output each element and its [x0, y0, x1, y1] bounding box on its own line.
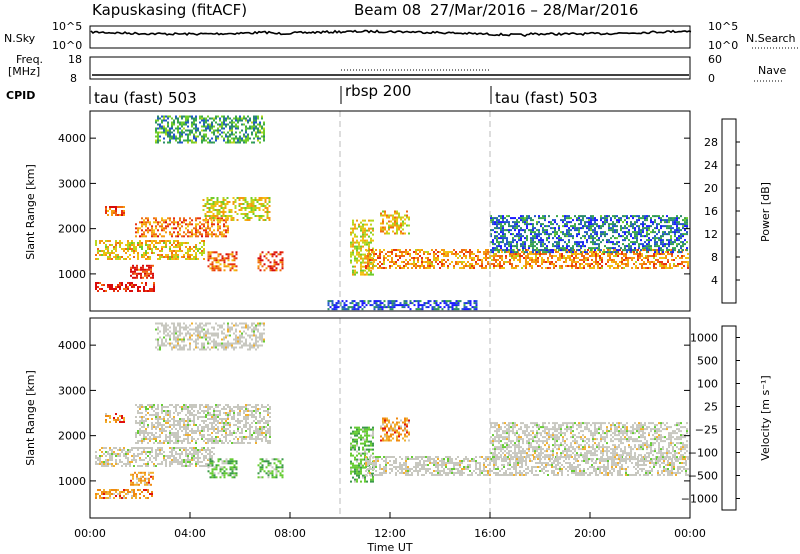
velocity-echo-region	[130, 471, 154, 486]
velocity-colorbar-tick-label: 25	[704, 401, 718, 414]
x-tick-label: 04:00	[174, 527, 206, 540]
x-tick-label: 16:00	[474, 527, 506, 540]
velocity-echo-region	[380, 417, 410, 442]
nave-tick-top: 60	[708, 53, 722, 66]
power-colorbar-tick-label: 8	[711, 251, 718, 264]
freq-tick-bottom: 8	[70, 72, 77, 85]
velocity-y-axis-label: Slant Range [km]	[24, 370, 37, 466]
power-echo-region	[350, 219, 374, 276]
power-heatmap	[95, 111, 689, 311]
beam-label: Beam 08	[354, 1, 421, 19]
nsearch-label: N.Search	[746, 32, 796, 45]
cpid-segment-3: tau (fast) 503	[495, 89, 598, 107]
power-echo-region	[202, 197, 271, 221]
power-echo-region	[135, 217, 229, 238]
y-tick-label: 3000	[58, 384, 86, 397]
velocity-colorbar-tick-label: 500	[697, 355, 718, 368]
nave-label: Nave	[758, 64, 786, 77]
velocity-colorbar-tick-label: −1000	[681, 493, 718, 506]
freq-panel-frame	[89, 56, 691, 80]
power-y-axis-label: Slant Range [km]	[24, 164, 37, 260]
power-echo-region	[95, 282, 155, 292]
y-tick-label: 4000	[58, 339, 86, 352]
power-colorbar-tick-label: 4	[711, 274, 718, 287]
velocity-echo-region	[155, 322, 265, 351]
x-tick-label: 20:00	[574, 527, 606, 540]
power-echo-region	[490, 215, 688, 254]
power-colorbar-tick-label: 24	[704, 159, 718, 172]
power-colorbar-tick-label: 20	[704, 182, 718, 195]
x-axis-label: Time UT	[366, 541, 412, 554]
y-tick-label: 3000	[58, 177, 86, 190]
x-tick-label: 08:00	[274, 527, 306, 540]
nsky-panel-frame	[89, 25, 691, 49]
freq-label: Freq.	[16, 53, 43, 66]
power-colorbar-tick-label: 28	[704, 136, 718, 149]
nsky-trace	[90, 29, 692, 38]
power-echo-region	[130, 264, 154, 279]
date-range: 27/Mar/2016 – 28/Mar/2016	[430, 1, 638, 19]
cpid-label: CPID	[6, 89, 35, 102]
nave-tick-bottom: 0	[708, 72, 715, 85]
y-tick-label: 2000	[58, 430, 86, 443]
nsky-label: N.Sky	[4, 32, 36, 45]
velocity-echo-region	[257, 458, 284, 479]
velocity-colorbar-tick-label: −100	[688, 447, 718, 460]
velocity-echo-region	[105, 413, 125, 423]
nsky-tick-bottom: 10^0	[52, 39, 82, 52]
y-tick-label: 1000	[58, 475, 86, 488]
power-panel-frame	[89, 110, 691, 312]
cpid-segment-1: tau (fast) 503	[94, 89, 197, 107]
power-echo-region	[155, 115, 265, 144]
nsearch-tick-bottom: 10^0	[708, 39, 738, 52]
velocity-colorbar-tick-label: 100	[697, 378, 718, 391]
station-title: Kapuskasing (fitACF)	[92, 1, 247, 19]
power-colorbar-frame	[721, 118, 737, 304]
nsky-tick-top: 10^5	[52, 20, 82, 33]
velocity-echo-region	[135, 404, 271, 444]
freq-unit-label: [MHz]	[8, 65, 40, 78]
power-colorbar-label: Power [dB]	[759, 182, 772, 242]
velocity-echo-region	[490, 422, 688, 461]
velocity-echo-region	[95, 447, 215, 467]
y-tick-label: 1000	[58, 268, 86, 281]
velocity-colorbar-tick-label: −25	[695, 424, 718, 437]
power-echo-region	[257, 251, 284, 272]
velocity-colorbar-frame	[721, 325, 737, 511]
power-colorbar-tick-label: 16	[704, 205, 718, 218]
power-echo-region	[327, 300, 478, 311]
velocity-colorbar-label: Velocity [m s⁻¹]	[759, 375, 772, 460]
x-tick-label: 12:00	[374, 527, 406, 540]
y-tick-label: 4000	[58, 132, 86, 145]
velocity-echo-region	[95, 489, 153, 499]
power-echo-region	[105, 206, 125, 216]
velocity-echo-region	[207, 458, 238, 479]
cpid-segment-2: rbsp 200	[345, 82, 411, 100]
nsearch-tick-top: 10^5	[708, 20, 738, 33]
power-colorbar-tick-label: 12	[704, 228, 718, 241]
power-echo-region	[380, 210, 410, 235]
freq-tick-top: 18	[68, 53, 82, 66]
power-echo-region	[207, 251, 238, 272]
y-tick-label: 2000	[58, 223, 86, 236]
velocity-colorbar-tick-label: −500	[688, 470, 718, 483]
x-tick-label: 00:00	[74, 527, 106, 540]
power-echo-region	[95, 240, 205, 260]
velocity-heatmap	[95, 318, 689, 518]
x-tick-label: 00:00	[674, 527, 706, 540]
velocity-colorbar-tick-label: 1000	[690, 332, 718, 345]
